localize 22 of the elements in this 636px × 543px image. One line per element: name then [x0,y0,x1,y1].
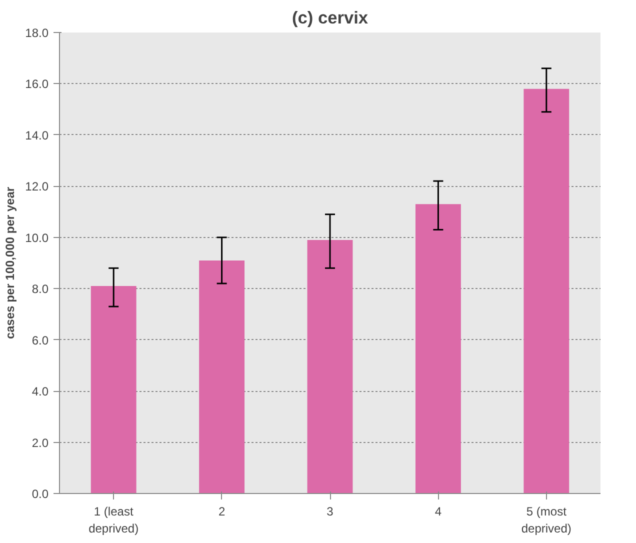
chart-title: (c) cervix [292,8,368,28]
y-tick-label: 2.0 [32,436,49,450]
y-tick-label: 14.0 [25,128,49,142]
y-tick-label: 4.0 [32,384,49,399]
y-tick-label: 16.0 [25,77,49,92]
x-tick-label: 3 [326,504,334,518]
x-tick-label: 2 [218,504,226,518]
y-tick-label: 10.0 [25,230,49,245]
bar [415,204,461,494]
x-tick-label: 5 (most deprived) [521,504,572,536]
bar [307,240,353,494]
y-tick-label: 0.0 [32,487,49,501]
bar [90,286,136,494]
x-tick-label: 1 (least deprived) [88,504,139,536]
y-tick-label: 18.0 [25,26,49,40]
bar [524,88,570,494]
y-tick-label: 12.0 [25,180,49,194]
y-tick-label: 8.0 [32,282,49,296]
x-tick-label: 4 [434,504,442,518]
bar [199,260,245,494]
y-axis-title: cases per 100,000 per year [3,186,18,340]
y-tick-label: 6.0 [32,333,49,348]
